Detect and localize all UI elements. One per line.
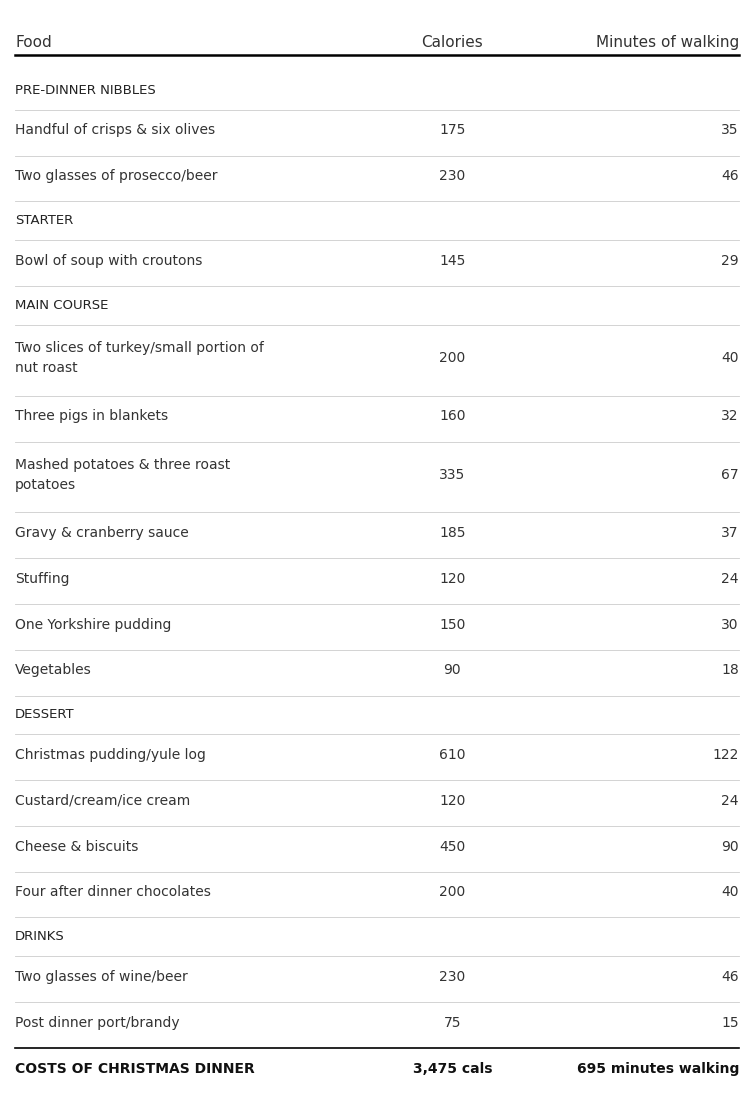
Text: 18: 18 xyxy=(721,664,739,677)
Text: 150: 150 xyxy=(440,617,465,632)
Text: nut roast: nut roast xyxy=(15,361,78,375)
Text: 120: 120 xyxy=(440,793,465,808)
Text: Vegetables: Vegetables xyxy=(15,664,92,677)
Text: Minutes of walking: Minutes of walking xyxy=(596,34,739,50)
Text: 695 minutes walking: 695 minutes walking xyxy=(577,1061,739,1076)
Text: 335: 335 xyxy=(440,468,465,482)
Text: 24: 24 xyxy=(722,572,739,586)
Text: Custard/cream/ice cream: Custard/cream/ice cream xyxy=(15,793,190,808)
Text: Cheese & biscuits: Cheese & biscuits xyxy=(15,840,139,853)
Text: Mashed potatoes & three roast: Mashed potatoes & three roast xyxy=(15,458,230,472)
Text: 37: 37 xyxy=(722,526,739,540)
Text: 145: 145 xyxy=(440,254,465,268)
Text: 32: 32 xyxy=(722,410,739,423)
Text: 29: 29 xyxy=(722,254,739,268)
Text: 46: 46 xyxy=(722,970,739,984)
Text: 175: 175 xyxy=(440,123,465,137)
Text: 3,475 cals: 3,475 cals xyxy=(412,1061,492,1076)
Text: Calories: Calories xyxy=(421,34,483,50)
Text: 120: 120 xyxy=(440,572,465,586)
Text: Three pigs in blankets: Three pigs in blankets xyxy=(15,410,168,423)
Text: Bowl of soup with croutons: Bowl of soup with croutons xyxy=(15,254,203,268)
Text: 90: 90 xyxy=(443,664,461,677)
Text: 67: 67 xyxy=(722,468,739,482)
Text: Two glasses of prosecco/beer: Two glasses of prosecco/beer xyxy=(15,170,218,183)
Text: 90: 90 xyxy=(722,840,739,853)
Text: Handful of crisps & six olives: Handful of crisps & six olives xyxy=(15,123,215,137)
Text: Food: Food xyxy=(15,34,52,50)
Text: 610: 610 xyxy=(439,748,466,762)
Text: DRINKS: DRINKS xyxy=(15,930,65,943)
Text: potatoes: potatoes xyxy=(15,478,76,492)
Text: 46: 46 xyxy=(722,170,739,183)
Text: 200: 200 xyxy=(440,351,465,366)
Text: COSTS OF CHRISTMAS DINNER: COSTS OF CHRISTMAS DINNER xyxy=(15,1061,255,1076)
Text: PRE-DINNER NIBBLES: PRE-DINNER NIBBLES xyxy=(15,83,156,96)
Text: 40: 40 xyxy=(722,885,739,900)
Text: 30: 30 xyxy=(722,617,739,632)
Text: STARTER: STARTER xyxy=(15,214,73,227)
Text: 230: 230 xyxy=(440,170,465,183)
Text: Two glasses of wine/beer: Two glasses of wine/beer xyxy=(15,970,188,984)
Text: Christmas pudding/yule log: Christmas pudding/yule log xyxy=(15,748,206,762)
Text: Two slices of turkey/small portion of: Two slices of turkey/small portion of xyxy=(15,341,264,356)
Text: 75: 75 xyxy=(443,1016,461,1029)
Text: 122: 122 xyxy=(713,748,739,762)
Text: One Yorkshire pudding: One Yorkshire pudding xyxy=(15,617,171,632)
Text: 40: 40 xyxy=(722,351,739,366)
Text: 185: 185 xyxy=(439,526,466,540)
Text: 24: 24 xyxy=(722,793,739,808)
Text: 160: 160 xyxy=(439,410,466,423)
Text: DESSERT: DESSERT xyxy=(15,708,75,721)
Text: 200: 200 xyxy=(440,885,465,900)
Text: Stuffing: Stuffing xyxy=(15,572,69,586)
Text: 35: 35 xyxy=(722,123,739,137)
Text: MAIN COURSE: MAIN COURSE xyxy=(15,299,109,311)
Text: 230: 230 xyxy=(440,970,465,984)
Text: Post dinner port/brandy: Post dinner port/brandy xyxy=(15,1016,179,1029)
Text: Four after dinner chocolates: Four after dinner chocolates xyxy=(15,885,211,900)
Text: 450: 450 xyxy=(440,840,465,853)
Text: 15: 15 xyxy=(722,1016,739,1029)
Text: Gravy & cranberry sauce: Gravy & cranberry sauce xyxy=(15,526,189,540)
